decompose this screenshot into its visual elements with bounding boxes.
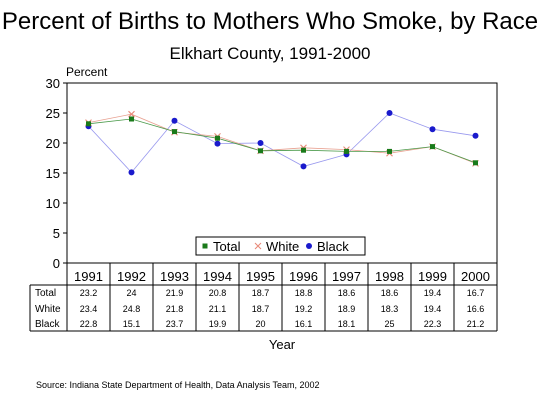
data-label-total: 16.7 <box>467 288 485 298</box>
point-total-2000 <box>473 160 478 166</box>
data-label-total: 18.6 <box>381 288 399 298</box>
chart-title: Percent of Births to Mothers Who Smoke, … <box>1 8 539 35</box>
x-tick-label: 1995 <box>246 269 275 284</box>
series-line-white <box>88 113 476 164</box>
chart-subtitle: Elkhart County, 1991-2000 <box>169 44 371 63</box>
data-label-total: 18.7 <box>252 288 270 298</box>
data-label-black: 25 <box>384 319 394 329</box>
y-axis-label: Percent <box>66 65 108 79</box>
x-axis-label: Year <box>269 337 296 352</box>
data-label-white: 21.8 <box>166 304 184 314</box>
y-tick-label: 25 <box>46 106 60 121</box>
point-black-1993 <box>171 117 178 124</box>
legend-marker-total <box>202 243 208 249</box>
data-label-black: 18.1 <box>338 319 356 329</box>
point-white-1992 <box>128 110 135 118</box>
y-tick-label: 30 <box>46 76 60 91</box>
y-tick-label: 15 <box>46 166 60 181</box>
x-tick-label: 1992 <box>117 269 146 284</box>
legend: Total White Black <box>195 236 366 256</box>
data-label-total: 19.4 <box>424 288 442 298</box>
series-line-total <box>88 118 476 164</box>
legend-label-total: Total <box>213 239 241 254</box>
source-note: Source: Indiana State Department of Heal… <box>36 380 320 390</box>
data-label-white: 23.4 <box>80 304 98 314</box>
x-tick-label: 1994 <box>203 269 232 284</box>
point-total-1993 <box>172 129 177 135</box>
table-row-label-total: Total <box>35 288 56 299</box>
data-label-white: 18.3 <box>381 304 399 314</box>
data-label-black: 19.9 <box>209 319 227 329</box>
y-tick-label: 20 <box>46 136 60 151</box>
point-black-1998 <box>386 110 393 116</box>
point-total-1995 <box>258 148 263 154</box>
data-label-total: 20.8 <box>209 288 227 298</box>
y-tick-label: 0 <box>53 256 60 271</box>
point-black-1995 <box>257 140 264 146</box>
data-label-total: 23.2 <box>80 288 98 298</box>
data-label-white: 16.6 <box>467 304 485 314</box>
y-axis: 0 5 10 15 20 25 30 <box>46 76 67 271</box>
x-tick-label: 2000 <box>461 269 490 284</box>
y-tick-label: 5 <box>53 226 60 241</box>
data-label-black: 20 <box>255 319 265 329</box>
point-total-1992 <box>129 116 134 122</box>
x-tick-label: 1993 <box>160 269 189 284</box>
legend-box <box>195 236 366 256</box>
data-label-white: 19.4 <box>424 304 442 314</box>
data-label-total: 18.8 <box>295 288 313 298</box>
data-label-total: 21.9 <box>166 288 184 298</box>
data-label-total: 24 <box>126 288 136 298</box>
data-label-black: 16.1 <box>295 319 313 329</box>
x-tick-label: 1998 <box>375 269 404 284</box>
legend-marker-black <box>306 243 312 249</box>
legend-label-black: Black <box>317 239 349 254</box>
x-tick-label: 1999 <box>418 269 447 284</box>
series-markers <box>85 110 479 176</box>
point-black-2000 <box>472 132 479 139</box>
data-label-black: 21.2 <box>467 319 485 329</box>
data-label-black: 22.3 <box>424 319 442 329</box>
series-line-black <box>88 112 476 174</box>
point-black-1992 <box>128 169 135 176</box>
point-black-1999 <box>429 126 436 133</box>
x-tick-label: 1991 <box>74 269 103 284</box>
point-total-1997 <box>344 148 349 154</box>
data-table: 1991 1992 1993 1994 1995 1996 1997 1998 1999 2000… <box>29 263 498 332</box>
x-tick-label: 1997 <box>332 269 361 284</box>
point-black-1996 <box>300 163 307 170</box>
y-tick-label: 10 <box>46 196 60 211</box>
series-lines <box>88 112 476 174</box>
data-label-black: 22.8 <box>80 319 98 329</box>
plot-area <box>66 82 498 264</box>
data-label-total: 18.6 <box>338 288 356 298</box>
legend-marker-white <box>254 242 262 250</box>
data-label-black: 23.7 <box>166 319 184 329</box>
data-label-white: 18.9 <box>338 304 356 314</box>
point-black-1994 <box>214 140 221 147</box>
data-label-white: 21.1 <box>209 304 227 314</box>
data-label-white: 19.2 <box>295 304 313 314</box>
data-label-black: 15.1 <box>123 319 141 329</box>
table-row-label-black: Black <box>35 319 60 330</box>
point-total-1991 <box>86 121 91 127</box>
legend-label-white: White <box>266 239 299 254</box>
x-tick-label: 1996 <box>289 269 318 284</box>
point-total-1998 <box>387 148 392 154</box>
point-total-1994 <box>215 135 220 141</box>
data-label-white: 24.8 <box>123 304 141 314</box>
table-row-label-white: White <box>35 304 61 315</box>
point-total-1999 <box>430 144 435 150</box>
data-label-white: 18.7 <box>252 304 270 314</box>
point-total-1996 <box>301 147 306 153</box>
